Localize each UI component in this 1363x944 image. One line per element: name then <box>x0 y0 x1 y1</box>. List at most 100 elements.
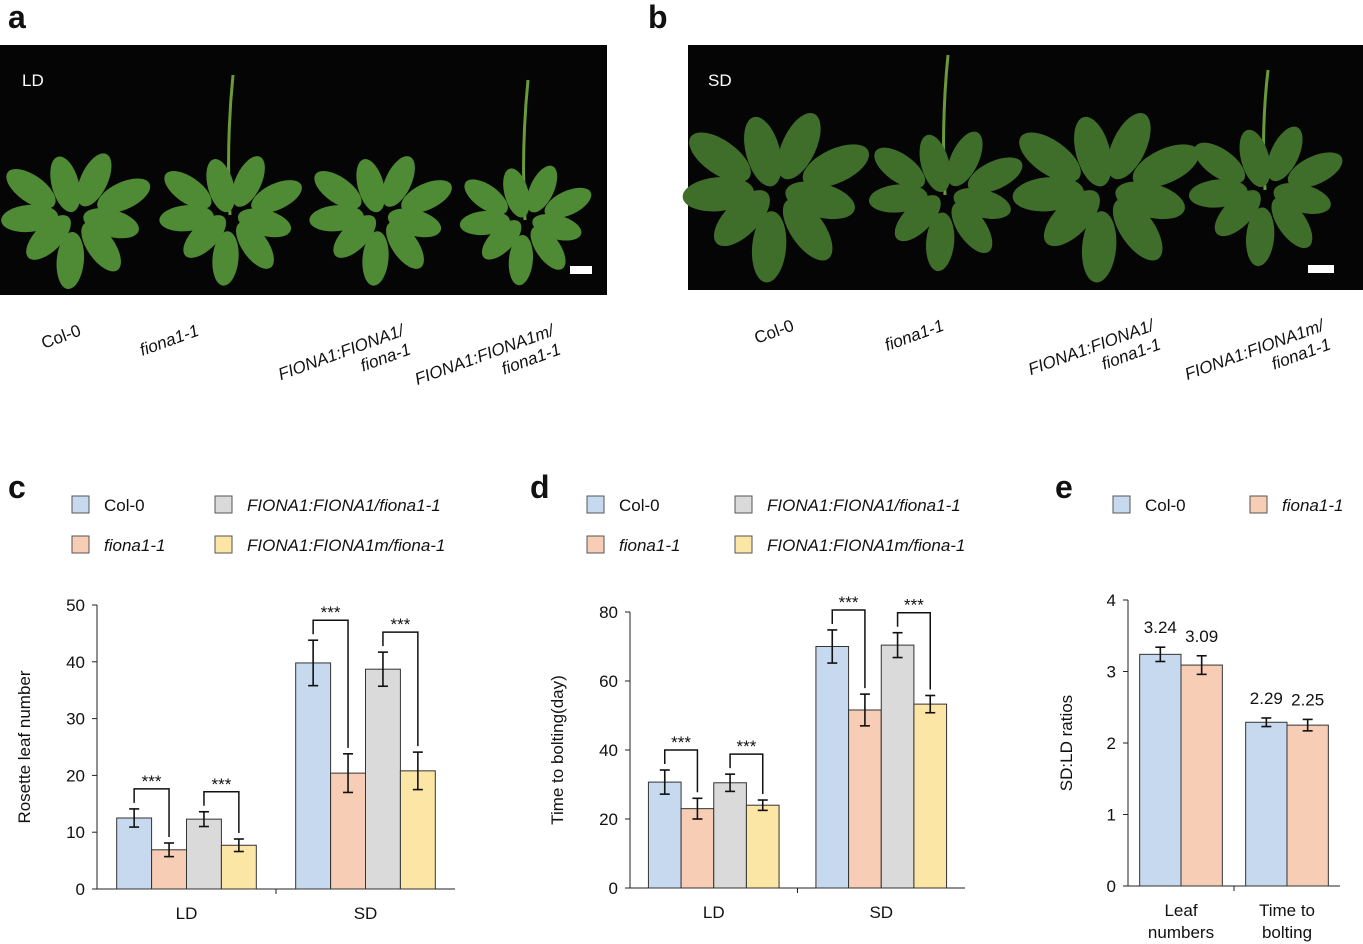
leaf <box>782 198 833 261</box>
leaf <box>874 147 926 189</box>
error-bar <box>725 773 736 793</box>
leaf <box>713 190 770 247</box>
leaf <box>802 144 870 188</box>
y-tick-label: 40 <box>66 653 85 672</box>
scale-bar <box>570 266 592 274</box>
significance-label: *** <box>142 772 162 791</box>
leaf <box>530 226 566 270</box>
leaf <box>164 171 212 209</box>
leaf <box>508 235 534 286</box>
significance-bracket <box>312 619 349 748</box>
leaf <box>1267 126 1303 182</box>
x-tick-label: Time to bolting <box>1259 901 1315 942</box>
y-tick-label: 50 <box>66 596 85 615</box>
panel-letter: c <box>8 469 26 505</box>
leaf <box>947 131 983 187</box>
legend-swatch <box>214 535 233 554</box>
leaf <box>744 116 782 187</box>
y-tick-label: 0 <box>1107 877 1116 896</box>
error-bar <box>233 838 244 853</box>
legend-label: Col-0 <box>619 496 660 515</box>
significance-bracket <box>896 611 931 690</box>
panel-letter: e <box>1055 469 1073 505</box>
bar <box>848 709 882 889</box>
genotype-label: FIONA1:FIONA1/fiona-1 <box>276 320 416 403</box>
legend-swatch <box>586 535 605 554</box>
leaf <box>309 205 364 232</box>
leaf <box>183 215 227 258</box>
leaf <box>356 159 386 213</box>
leaf <box>206 159 236 213</box>
leaf <box>50 156 81 213</box>
significance-label: *** <box>390 615 410 634</box>
leaf <box>381 156 415 207</box>
y-tick-label: 20 <box>66 766 85 785</box>
genotype-line: Col-0 <box>752 316 797 348</box>
error-bar <box>1261 717 1272 728</box>
significance-bracket <box>729 753 764 795</box>
x-tick-line: bolting <box>1262 923 1312 942</box>
x-tick-line: SD <box>354 904 378 923</box>
legend-label: FIONA1:FIONA1/fiona1-1 <box>767 496 961 515</box>
y-tick-label: 40 <box>599 741 618 760</box>
leaf <box>751 211 787 283</box>
leaf <box>481 220 522 260</box>
error-bar <box>692 797 703 820</box>
leaf <box>1194 142 1246 184</box>
leaf <box>77 153 112 207</box>
genotype-label: FIONA1:FIONA1/fiona1-1 <box>1026 315 1166 398</box>
y-axis-title: Time to bolting(day) <box>548 675 567 825</box>
bar <box>1245 721 1288 887</box>
leaf <box>1 204 59 233</box>
leaf <box>159 205 214 232</box>
leaf <box>97 178 151 213</box>
legend-swatch <box>214 495 233 514</box>
leaf <box>1107 112 1151 180</box>
y-axis-title: SD:LD ratios <box>1057 695 1076 791</box>
leaf <box>1074 116 1112 187</box>
error-bar <box>925 694 936 714</box>
leaf <box>362 231 389 286</box>
significance-bracket <box>664 749 699 793</box>
genotype-label: Col-0 <box>752 316 797 348</box>
genotype-label: Col-0 <box>39 321 84 353</box>
y-tick-label: 30 <box>66 710 85 729</box>
legend-label: FIONA1:FIONA1m/fiona-1 <box>767 536 965 555</box>
leaf <box>951 202 993 254</box>
y-tick-label: 80 <box>599 603 618 622</box>
bar <box>1139 653 1182 887</box>
leaf <box>777 112 821 180</box>
leaf <box>682 177 754 212</box>
error-bar <box>412 751 423 791</box>
bar <box>220 844 257 890</box>
bar <box>913 703 948 889</box>
significance-label: *** <box>321 603 341 622</box>
leaf <box>544 187 592 219</box>
error-bar <box>198 810 209 828</box>
leaf <box>1132 144 1200 188</box>
significance-label: *** <box>211 775 231 794</box>
leaf <box>526 165 558 213</box>
data-label: 2.29 <box>1250 689 1283 708</box>
legend-label: FIONA1:FIONA1m/fiona-1 <box>247 536 445 555</box>
y-tick-label: 3 <box>1107 663 1116 682</box>
leaf <box>1188 179 1248 208</box>
bar <box>680 808 715 889</box>
leaf <box>6 168 56 209</box>
legend-swatch <box>734 535 753 554</box>
x-tick-label: LD <box>703 903 725 922</box>
leaf <box>231 156 265 207</box>
leaf <box>212 231 239 286</box>
leaf <box>1239 129 1271 188</box>
y-tick-label: 0 <box>609 879 618 898</box>
error-bar <box>892 631 903 659</box>
leaf <box>868 184 928 213</box>
data-label: 3.24 <box>1144 618 1177 637</box>
y-tick-label: 0 <box>76 880 85 899</box>
bar <box>815 646 850 889</box>
leaf <box>26 215 71 260</box>
leaf <box>81 222 121 272</box>
x-tick-label: SD <box>354 904 378 923</box>
genotype-line: Col-0 <box>39 321 84 353</box>
genotype-label: FIONA1:FIONA1m/fiona1-1 <box>412 320 565 408</box>
